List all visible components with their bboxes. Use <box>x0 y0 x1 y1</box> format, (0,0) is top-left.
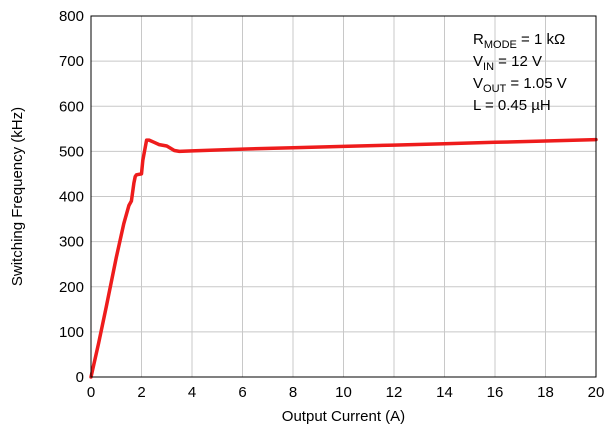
x-tick-label: 6 <box>238 384 246 401</box>
series-line <box>89 137 598 379</box>
y-axis-label: Switching Frequency (kHz) <box>9 107 26 286</box>
annotation-line: RMODE = 1 kΩ <box>473 31 565 51</box>
y-tick-label: 100 <box>59 324 84 341</box>
y-tick-label: 200 <box>59 279 84 296</box>
y-tick-labels: 0 100 200 300 400 500 600 700 800 <box>59 8 84 386</box>
x-tick-label: 20 <box>588 384 605 401</box>
x-tick-label: 4 <box>188 384 196 401</box>
x-tick-label: 18 <box>537 384 554 401</box>
annotation-line: L = 0.45 µH <box>473 97 551 114</box>
x-tick-label: 0 <box>87 384 95 401</box>
y-tick-label: 600 <box>59 98 84 115</box>
y-tick-label: 500 <box>59 143 84 160</box>
annotation-line: VIN = 12 V <box>473 53 542 73</box>
x-axis-label: Output Current (A) <box>282 408 405 425</box>
grid <box>91 16 596 377</box>
x-tick-label: 10 <box>335 384 352 401</box>
y-tick-label: 300 <box>59 234 84 251</box>
x-tick-label: 14 <box>436 384 453 401</box>
x-tick-label: 8 <box>289 384 297 401</box>
x-tick-label: 2 <box>137 384 145 401</box>
y-tick-label: 800 <box>59 8 84 25</box>
annotation-line: VOUT = 1.05 V <box>473 75 567 95</box>
x-tick-label: 16 <box>487 384 504 401</box>
x-tick-label: 12 <box>386 384 403 401</box>
y-tick-label: 0 <box>76 369 84 386</box>
y-tick-label: 400 <box>59 189 84 206</box>
x-tick-labels: 0 2 4 6 8 10 12 14 16 18 20 <box>87 384 605 401</box>
plot-area <box>89 137 598 379</box>
y-tick-label: 700 <box>59 53 84 70</box>
plot-frame <box>90 15 597 378</box>
